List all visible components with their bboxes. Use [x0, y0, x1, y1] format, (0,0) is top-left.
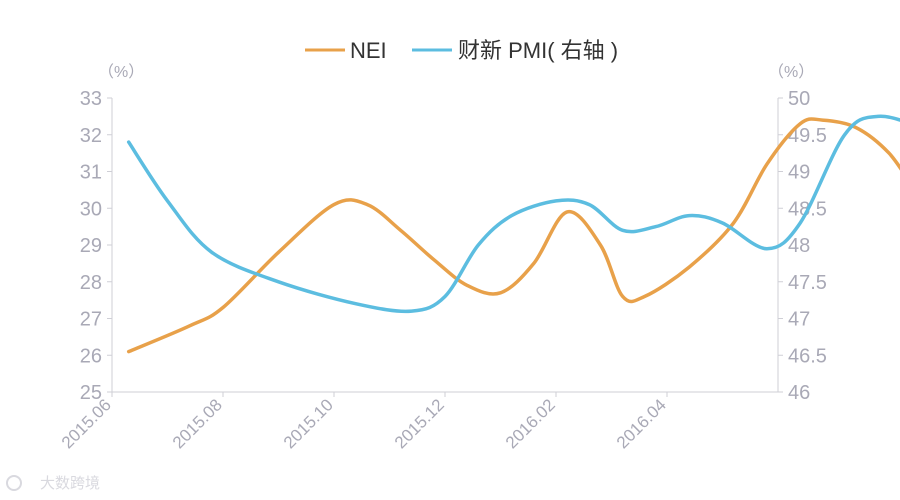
watermark-text: 大数跨境 — [40, 474, 100, 492]
left-tick-label: 26 — [80, 345, 102, 367]
left-tick-label: 32 — [80, 125, 102, 147]
watermark: 大数跨境 — [6, 474, 100, 492]
series-line-pmi — [126, 114, 900, 314]
left-tick-label: 29 — [80, 235, 102, 257]
series-line-nei — [126, 117, 900, 354]
x-tick-label: 2016.04 — [613, 395, 670, 452]
left-tick-label: 30 — [80, 198, 102, 220]
legend-label-nei: NEI — [350, 38, 387, 63]
legend: NEI 财新 PMI( 右轴 ) — [305, 38, 618, 63]
right-tick-label: 49.5 — [788, 125, 827, 147]
right-axis-unit: （%） — [768, 63, 814, 81]
right-tick-label: 46.5 — [788, 345, 827, 367]
x-tick-label: 2015.08 — [169, 395, 226, 452]
right-tick-label: 48 — [788, 235, 810, 257]
right-tick-label: 47 — [788, 309, 810, 331]
left-tick-label: 28 — [80, 272, 102, 294]
left-tick-label: 33 — [80, 88, 102, 110]
watermark-logo-icon — [6, 475, 22, 491]
series-layer — [126, 114, 900, 354]
x-tick-label: 2015.12 — [391, 395, 448, 452]
legend-label-pmi: 财新 PMI( 右轴 ) — [458, 38, 618, 63]
right-tick-label: 47.5 — [788, 272, 827, 294]
left-tick-label: 27 — [80, 309, 102, 331]
right-tick-label: 50 — [788, 88, 810, 110]
left-tick-label: 25 — [80, 382, 102, 404]
left-axis-unit: （%） — [98, 63, 144, 81]
right-tick-label: 46 — [788, 382, 810, 404]
right-tick-label: 49 — [788, 162, 810, 184]
left-tick-labels: 25 26 27 28 29 30 31 32 33 — [80, 88, 112, 404]
left-tick-label: 31 — [80, 162, 102, 184]
x-tick-label: 2015.10 — [280, 395, 337, 452]
x-tick-labels: 2015.06 2015.08 2015.10 2015.12 2016.02 2016.… — [58, 392, 670, 452]
x-tick-label: 2016.02 — [502, 395, 559, 452]
